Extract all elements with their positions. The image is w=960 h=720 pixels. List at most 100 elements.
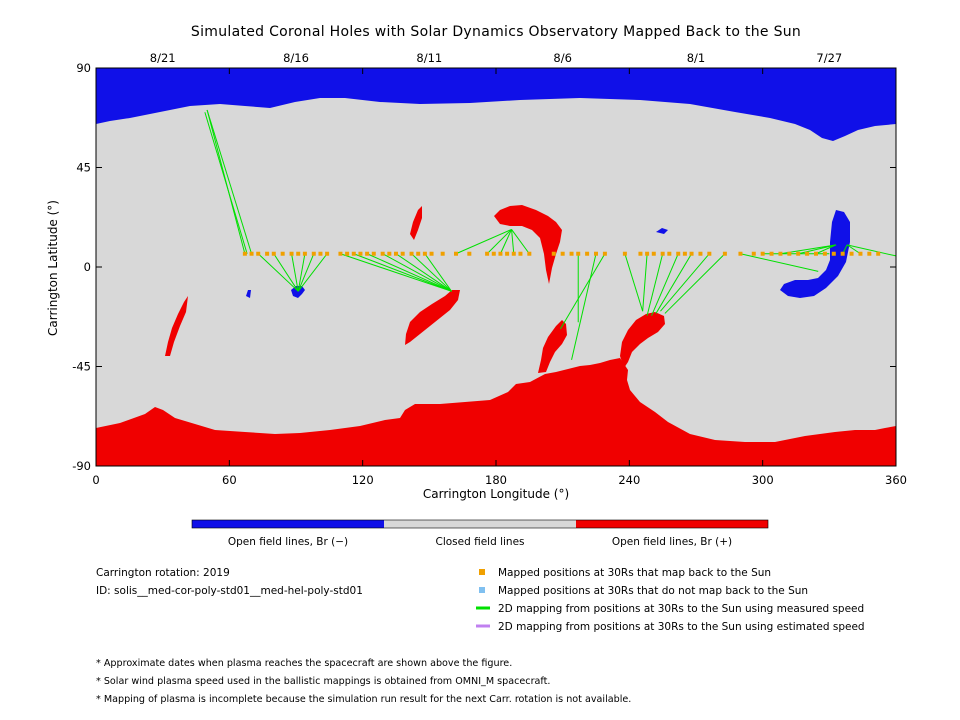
legend-label: Mapped positions at 30Rs that map back t…	[498, 567, 771, 579]
x-tick-label: 60	[222, 473, 237, 487]
mapping-line	[297, 253, 315, 292]
colorbar-frame	[191, 519, 769, 529]
mapped-position-point	[840, 251, 845, 256]
legend-marker	[479, 569, 485, 575]
mapping-line	[646, 253, 664, 316]
mapped-position-point	[422, 251, 427, 256]
top-date-label: 8/6	[553, 51, 572, 65]
mapping-line	[655, 253, 692, 314]
mapped-position-point	[722, 251, 727, 256]
mapping-line	[273, 253, 299, 292]
y-tick-label: 45	[76, 161, 91, 175]
mapping-line	[204, 112, 248, 254]
positive-hole-160	[405, 290, 460, 345]
mapping-line	[651, 253, 679, 316]
positive-hole-187	[494, 205, 562, 284]
mapped-position-point	[365, 251, 370, 256]
mapped-position-point	[814, 251, 818, 256]
mapping-line	[624, 253, 644, 312]
mapped-position-point	[518, 251, 523, 256]
y-tick-label: 90	[76, 61, 91, 75]
mapping-line	[366, 253, 452, 292]
negative-hole-68	[246, 290, 251, 298]
mapping-line	[291, 253, 299, 292]
mapping-line	[353, 253, 452, 292]
mapping-line	[297, 253, 306, 292]
mapping-line	[382, 253, 452, 292]
mapped-position-point	[371, 251, 376, 256]
mapped-position-point	[682, 251, 687, 256]
mapped-positions	[242, 251, 881, 256]
colorbar: Open field lines, Br (−) Closed field lin…	[191, 519, 769, 548]
mapped-position-point	[769, 251, 774, 256]
legend: Mapped positions at 30Rs that map back t…	[476, 567, 865, 633]
mapped-position-point	[660, 251, 665, 256]
mapped-position-point	[380, 251, 385, 256]
mapped-position-point	[400, 251, 405, 256]
north-polar-hole-negative	[96, 68, 896, 141]
mapped-position-point	[622, 251, 627, 256]
y-axis-label: Carrington Latitude (°)	[46, 200, 60, 336]
run-id: ID: solis__med-cor-poly-std01__med-hel-p…	[96, 585, 363, 597]
mapped-position-point	[560, 251, 565, 256]
mapped-position-point	[876, 251, 881, 256]
mapped-position-point	[242, 251, 247, 256]
mapping-line	[642, 253, 648, 312]
legend-label: 2D mapping from positions at 30Rs to the…	[498, 621, 865, 633]
mapped-position-point	[265, 251, 270, 256]
mapped-position-point	[858, 251, 863, 256]
mapped-position-point	[511, 251, 516, 256]
mapped-position-point	[302, 251, 307, 256]
mapped-position-point	[594, 251, 598, 256]
y-tick-label: -90	[72, 459, 91, 473]
top-date-label: 8/16	[283, 51, 309, 65]
mapped-position-point	[585, 251, 590, 256]
footnote: * Approximate dates when plasma reaches …	[96, 658, 512, 669]
mapping-line	[846, 244, 861, 255]
mapped-position-point	[416, 251, 421, 256]
negative-hole-335	[780, 210, 850, 298]
mapping-line	[395, 253, 452, 292]
mapped-position-point	[527, 251, 532, 256]
mapped-position-point	[760, 251, 765, 256]
mapped-position-point	[751, 251, 756, 256]
mapped-position-point	[689, 251, 694, 256]
negative-hole-91	[291, 286, 305, 298]
footnote: * Solar wind plasma speed used in the ba…	[96, 676, 550, 687]
mapped-position-point	[394, 251, 398, 256]
footnote: * Mapping of plasma is incomplete becaus…	[96, 694, 631, 705]
mapping-line	[499, 229, 513, 254]
legend-marker	[479, 587, 485, 593]
mapped-position-point	[249, 251, 254, 256]
mapped-position-point	[822, 251, 827, 256]
legend-label: Mapped positions at 30Rs that do not map…	[498, 585, 808, 597]
mapped-position-point	[787, 251, 792, 256]
y-axis: 90 45 0 -45 -90	[72, 61, 896, 473]
mapping-line	[740, 253, 819, 272]
mapping-line	[411, 253, 452, 292]
mapped-position-point	[338, 251, 343, 256]
top-date-axis: 8/21 8/16 8/11 8/6 8/1 7/27	[150, 51, 842, 65]
mapped-position-point	[467, 251, 472, 256]
positive-hole-40	[165, 296, 188, 356]
x-tick-label: 300	[752, 473, 774, 487]
legend-label: 2D mapping from positions at 30Rs to the…	[498, 603, 864, 615]
mapped-position-point	[645, 251, 650, 256]
mapped-position-point	[345, 251, 350, 256]
mapped-position-point	[667, 251, 672, 256]
mapped-position-point	[505, 251, 510, 256]
x-tick-label: 180	[485, 473, 507, 487]
mapped-position-point	[358, 251, 363, 256]
south-polar-hole-positive	[96, 358, 896, 466]
mapped-position-point	[318, 251, 323, 256]
mapping-line	[455, 228, 512, 255]
mapped-position-point	[256, 251, 261, 256]
mapped-position-point	[296, 251, 301, 256]
mapping-line	[664, 253, 726, 314]
mapping-line	[847, 244, 896, 257]
positive-hole-250	[620, 312, 665, 368]
mapping-line	[571, 253, 597, 360]
mapped-position-point	[409, 251, 414, 256]
mapped-position-point	[485, 251, 490, 256]
mapped-position-point	[698, 251, 703, 256]
